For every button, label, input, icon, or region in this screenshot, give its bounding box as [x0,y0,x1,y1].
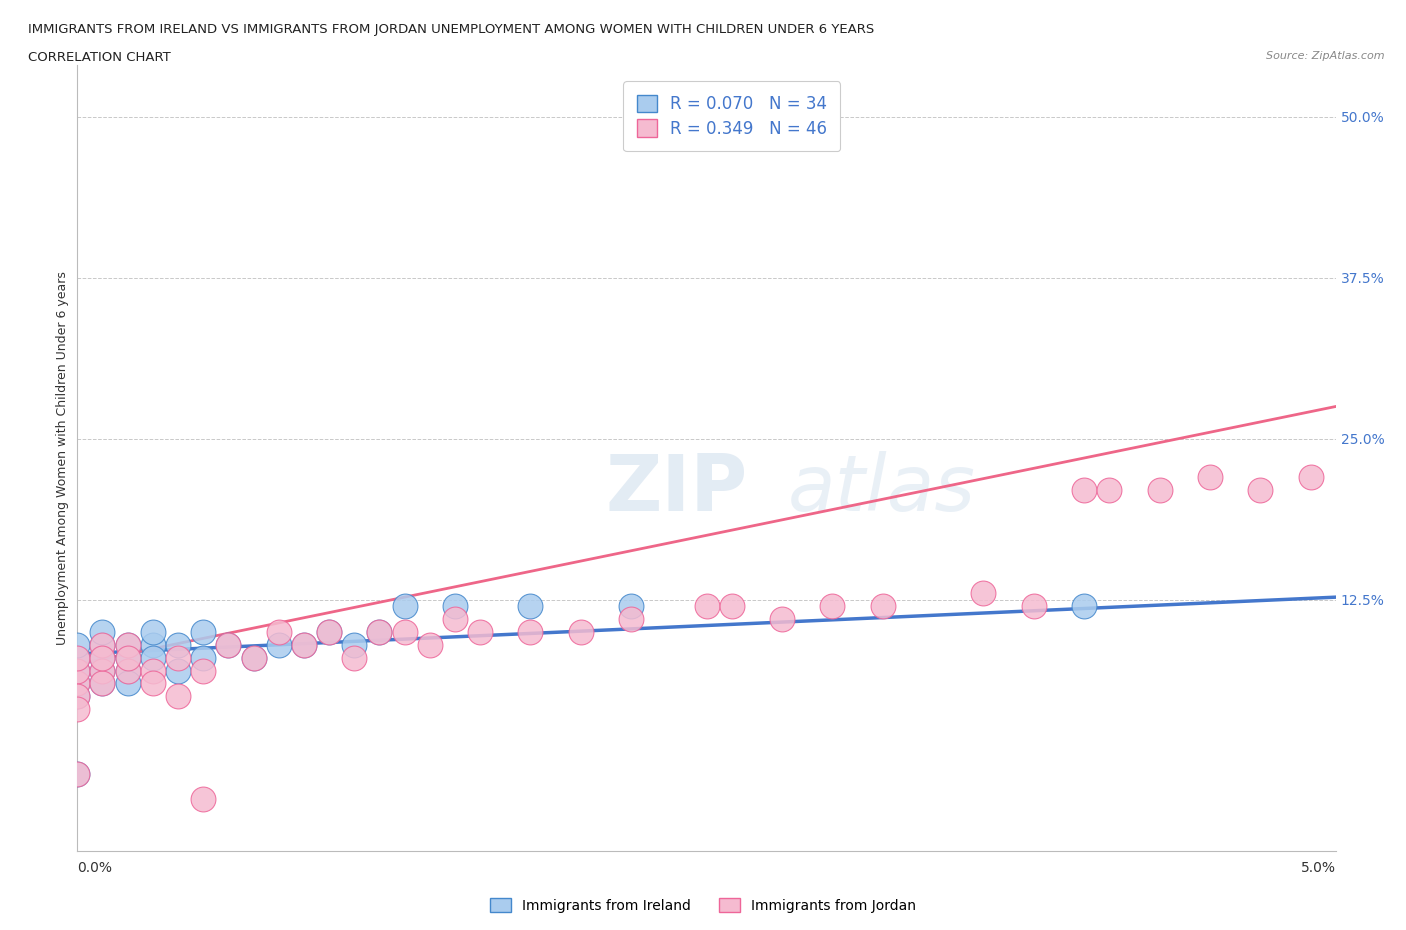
Point [66,663,89,678]
Point [167,689,190,704]
Text: ZIP: ZIP [606,451,748,527]
Point [217,637,239,652]
Point [117,663,139,678]
Point [91,663,114,678]
Legend: R = 0.070   N = 34, R = 0.349   N = 46: R = 0.070 N = 34, R = 0.349 N = 46 [623,81,841,151]
Point [620,612,643,627]
Point [66,702,89,717]
Point [117,637,139,652]
Point [368,625,391,640]
Point [394,599,416,614]
Point [444,612,467,627]
Point [343,650,366,665]
Point [142,663,165,678]
Point [167,637,190,652]
Point [519,599,541,614]
Point [91,650,114,665]
Point [66,676,89,691]
Point [242,650,264,665]
Point [117,637,139,652]
Point [620,599,643,614]
Point [91,637,114,652]
Point [872,599,894,614]
Text: Source: ZipAtlas.com: Source: ZipAtlas.com [1267,51,1385,61]
Point [91,650,114,665]
Point [1249,483,1271,498]
Point [267,625,290,640]
Point [444,599,467,614]
Point [242,650,264,665]
Y-axis label: Unemployment Among Women with Children Under 6 years: Unemployment Among Women with Children U… [56,271,69,645]
Point [1073,483,1095,498]
Point [66,650,89,665]
Point [343,637,366,652]
Point [1098,483,1121,498]
Point [419,637,441,652]
Point [1073,599,1095,614]
Point [66,676,89,691]
Point [191,663,215,678]
Point [91,637,114,652]
Text: atlas: atlas [789,451,976,527]
Point [91,676,114,691]
Point [394,625,416,640]
Point [217,637,239,652]
Point [292,637,315,652]
Text: CORRELATION CHART: CORRELATION CHART [28,51,172,64]
Point [318,625,340,640]
Point [142,625,165,640]
Point [66,766,89,781]
Point [1299,470,1322,485]
Point [167,650,190,665]
Point [91,663,114,678]
Point [821,599,844,614]
Point [117,676,139,691]
Point [696,599,718,614]
Point [720,599,742,614]
Point [91,625,114,640]
Point [66,637,89,652]
Point [142,650,165,665]
Point [142,637,165,652]
Legend: Immigrants from Ireland, Immigrants from Jordan: Immigrants from Ireland, Immigrants from… [485,893,921,919]
Point [267,637,290,652]
Point [318,625,340,640]
Point [569,625,592,640]
Point [191,625,215,640]
Point [117,650,139,665]
Point [91,676,114,691]
Point [66,650,89,665]
Point [1022,599,1045,614]
Point [368,625,391,640]
Point [1198,470,1220,485]
Point [66,766,89,781]
Text: 0.0%: 0.0% [77,861,112,875]
Text: 5.0%: 5.0% [1301,861,1336,875]
Point [519,625,541,640]
Point [117,650,139,665]
Point [1149,483,1171,498]
Point [66,689,89,704]
Point [191,792,215,807]
Point [770,612,793,627]
Point [142,676,165,691]
Point [292,637,315,652]
Point [468,625,491,640]
Point [191,650,215,665]
Point [972,586,994,601]
Point [66,689,89,704]
Point [117,663,139,678]
Point [66,663,89,678]
Point [167,663,190,678]
Text: IMMIGRANTS FROM IRELAND VS IMMIGRANTS FROM JORDAN UNEMPLOYMENT AMONG WOMEN WITH : IMMIGRANTS FROM IRELAND VS IMMIGRANTS FR… [28,23,875,36]
